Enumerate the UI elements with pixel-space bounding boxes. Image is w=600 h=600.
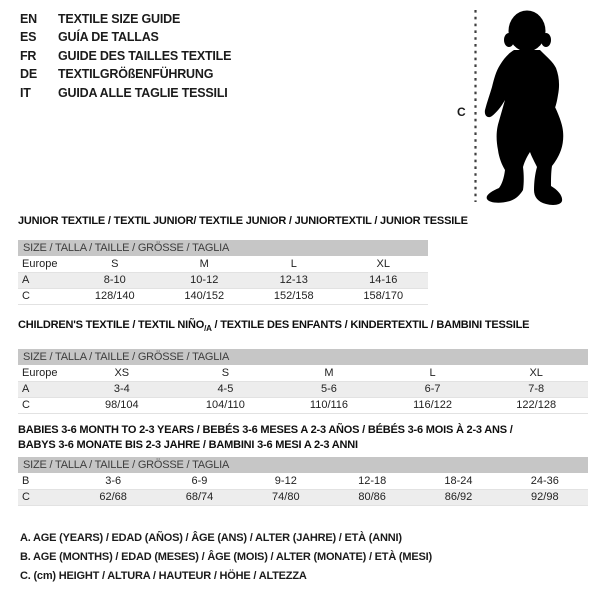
size-value: 68/74 [156,489,243,506]
size-value: 6-7 [380,381,485,398]
size-value: XL [484,365,588,382]
row-label: C [18,397,70,414]
language-code: ES [20,30,37,45]
size-value: 14-16 [338,272,428,289]
size-value: 3-6 [70,473,157,490]
baby-figure [474,10,564,205]
size-header-band: SIZE / TALLA / TAILLE / GRÖSSE / TAGLIA [18,457,588,473]
row-label: A [18,272,70,289]
language-title-list: EN TEXTILE SIZE GUIDE ES GUÍA DE TALLAS … [20,10,231,102]
size-value: S [70,256,160,273]
size-value: 122/128 [484,397,588,414]
language-label: TEXTILE SIZE GUIDE [58,12,181,26]
size-value: 3-4 [70,381,174,398]
size-value: XS [70,365,174,382]
children-title-rest: / TEXTILE DES ENFANTS / KINDERTEXTIL / B… [211,319,530,331]
row-label: C [18,288,70,305]
row-label: C [18,489,70,506]
language-code: IT [20,85,31,100]
size-value: 128/140 [70,288,160,305]
size-value: M [277,365,381,382]
size-value: 4-5 [173,381,278,398]
size-value: 86/92 [415,489,502,506]
babies-table-title-line2: BABYS 3-6 MONATE BIS 2-3 JAHRE / BAMBINI… [18,439,358,451]
language-label: GUIDE DES TAILLES TEXTILE [58,48,232,63]
size-value: 10-12 [159,272,249,289]
size-value: M [159,256,249,273]
size-value: 18-24 [415,473,502,490]
children-title-subscript: /A [204,324,212,334]
table-row: Europe XS S M L XL [18,365,588,382]
language-code: DE [20,67,37,82]
size-header-band: SIZE / TALLA / TAILLE / GRÖSSE / TAGLIA [18,349,588,366]
size-value: 24-36 [501,473,588,490]
language-label: TEXTILGRÖßENFÜHRUNG [58,67,214,82]
size-value: 12-13 [249,272,339,289]
table-row: A 3-4 4-5 5-6 6-7 7-8 [18,381,588,398]
footnote-c: C. (cm) HEIGHT / ALTURA / HAUTEUR / HÖHE… [20,569,307,582]
size-value: 116/122 [380,397,485,414]
footnote-a: A. AGE (YEARS) / EDAD (AÑOS) / ÂGE (ANS)… [20,532,402,544]
footnote-b: B. AGE (MONTHS) / EDAD (MESES) / ÂGE (MO… [20,550,432,563]
size-value: L [249,256,339,273]
size-value: 12-18 [328,473,416,490]
children-size-table: SIZE / TALLA / TAILLE / GRÖSSE / TAGLIA … [18,349,588,414]
size-value: 158/170 [338,288,428,305]
size-value: XL [338,256,428,273]
size-value: 98/104 [70,397,174,414]
children-table-title: CHILDREN'S TEXTILE / TEXTIL NIÑO/A / TEX… [18,318,588,336]
size-value: 140/152 [159,288,249,305]
footnote-legend: A. AGE (YEARS) / EDAD (AÑOS) / ÂGE (ANS)… [20,529,432,585]
row-label: Europe [18,256,70,273]
size-value: 80/86 [328,489,416,506]
table-row: B 3-6 6-9 9-12 12-18 18-24 24-36 [18,473,588,490]
children-title-main: CHILDREN'S TEXTILE / TEXTIL NIÑO [18,319,205,331]
row-label: B [18,473,70,490]
table-row: C 62/68 68/74 74/80 80/86 86/92 92/98 [18,489,588,506]
language-row-de: DE TEXTILGRÖßENFÜHRUNG [20,65,231,83]
language-row-en: EN TEXTILE SIZE GUIDE [20,10,231,28]
junior-size-table: SIZE / TALLA / TAILLE / GRÖSSE / TAGLIA … [18,240,428,305]
row-label: A [18,381,70,398]
table-row: A 8-10 10-12 12-13 14-16 [18,272,428,289]
size-value: 7-8 [484,381,588,398]
babies-size-table-block: BABIES 3-6 MONTH TO 2-3 YEARS / BEBÉS 3-… [18,423,588,506]
language-label: GUIDA ALLE TAGLIE TESSILI [58,85,228,100]
size-value: L [380,365,485,382]
junior-table-title: JUNIOR TEXTILE / TEXTIL JUNIOR/ TEXTILE … [18,215,468,227]
size-value: 5-6 [277,381,381,398]
language-code: EN [20,12,37,26]
size-value: 110/116 [277,397,381,414]
junior-size-table-block: JUNIOR TEXTILE / TEXTIL JUNIOR/ TEXTILE … [18,214,468,305]
language-row-fr: FR GUIDE DES TAILLES TEXTILE [20,47,231,65]
size-header-band: SIZE / TALLA / TAILLE / GRÖSSE / TAGLIA [18,240,428,256]
babies-size-table: SIZE / TALLA / TAILLE / GRÖSSE / TAGLIA … [18,457,588,506]
height-measure-label: C [457,105,466,119]
size-value: 104/110 [173,397,278,414]
size-value: 62/68 [70,489,157,506]
size-value: 92/98 [501,489,588,506]
size-value: 8-10 [70,272,160,289]
children-size-table-block: CHILDREN'S TEXTILE / TEXTIL NIÑO/A / TEX… [18,318,588,414]
table-row: C 98/104 104/110 110/116 116/122 122/128 [18,397,588,414]
size-value: 9-12 [242,473,329,490]
size-value: S [173,365,278,382]
size-value: 74/80 [242,489,329,506]
language-row-es: ES GUÍA DE TALLAS [20,28,231,46]
table-row: Europe S M L XL [18,256,428,273]
size-value: 6-9 [156,473,243,490]
language-label: GUÍA DE TALLAS [58,30,159,45]
table-row: C 128/140 140/152 152/158 158/170 [18,288,428,305]
language-row-it: IT GUIDA ALLE TAGLIE TESSILI [20,84,231,102]
row-label: Europe [18,365,70,382]
language-code: FR [20,48,37,63]
babies-table-title-line1: BABIES 3-6 MONTH TO 2-3 YEARS / BEBÉS 3-… [18,424,513,436]
baby-silhouette [484,10,564,205]
size-value: 152/158 [249,288,339,305]
